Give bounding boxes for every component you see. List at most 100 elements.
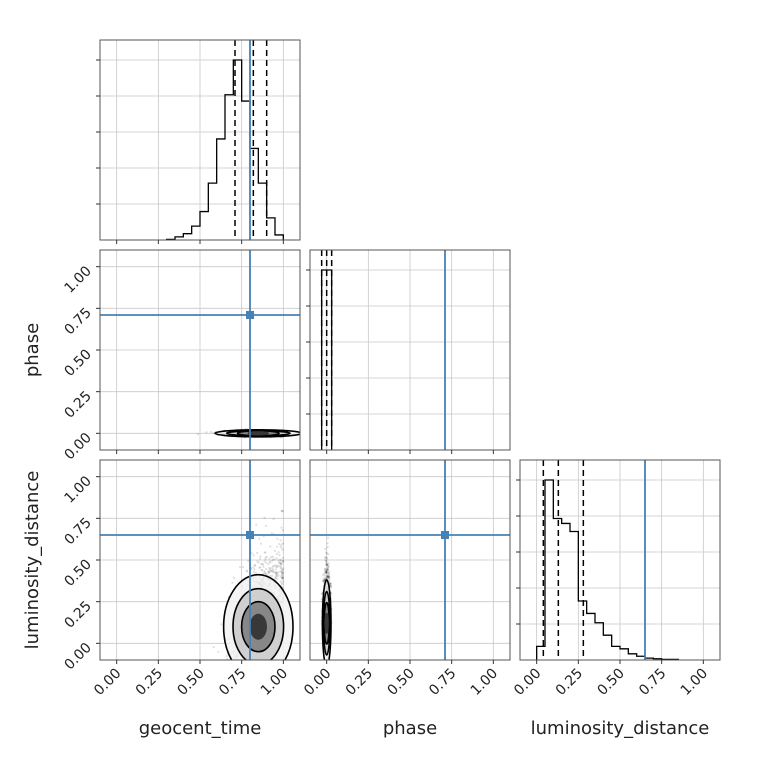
sample-point (196, 433, 200, 436)
sample-point (271, 568, 275, 571)
sample-point (282, 559, 285, 563)
sample-point (281, 568, 285, 571)
sample-point (212, 646, 215, 649)
sample-point (234, 661, 236, 663)
sample-point (326, 568, 329, 572)
sample-point (280, 509, 283, 512)
sample-point (264, 572, 267, 575)
truth-marker (246, 531, 254, 539)
sample-point (322, 580, 325, 583)
sample-point (275, 566, 278, 569)
sample-point (326, 563, 329, 567)
sample-point (278, 565, 281, 568)
sample-point (229, 665, 231, 667)
sample-point (328, 575, 331, 578)
sample-point (267, 569, 270, 572)
x-tick-label: 0.00 (91, 666, 124, 699)
sample-point (269, 561, 272, 564)
sample-point (281, 573, 284, 576)
x-tick-label: 0.50 (594, 666, 627, 699)
sample-point (281, 572, 284, 575)
sample-point (326, 575, 329, 578)
sample-point (324, 571, 327, 574)
sample-point (281, 570, 284, 573)
sample-point (268, 571, 271, 574)
sample-point (322, 580, 325, 583)
histogram-step (166, 59, 284, 240)
sample-point (276, 574, 279, 577)
sample-point (252, 554, 255, 557)
sample-point (328, 579, 331, 583)
y-tick-label: 0.50 (61, 347, 94, 380)
sample-point (279, 561, 282, 565)
sample-point (241, 566, 244, 569)
sample-point (326, 565, 329, 569)
sample-point (281, 529, 284, 532)
sample-point (323, 568, 327, 571)
sample-point (326, 576, 329, 579)
sample-point (265, 561, 268, 564)
sample-point (330, 582, 333, 585)
sample-point (323, 577, 327, 580)
sample-point (253, 563, 256, 567)
sample-point (324, 547, 327, 551)
sample-point (274, 575, 277, 578)
x-axis-label-phase: phase (383, 718, 437, 739)
sample-point (325, 569, 328, 572)
sample-point (282, 571, 285, 575)
sample-point (265, 555, 268, 558)
y-tick-labels: 0.00 0.25 0.50 0.75 1.00 0.00 0.25 0.50 0.75 1.00 (61, 263, 94, 673)
sample-point (324, 570, 327, 573)
sample-point (279, 565, 282, 568)
histogram-phase (306, 249, 511, 454)
sample-point (276, 564, 279, 567)
density-contour (324, 612, 330, 635)
sample-point (275, 576, 278, 580)
sample-point (270, 555, 273, 559)
sample-point (327, 576, 330, 579)
density-contour (249, 613, 267, 640)
sample-point (274, 568, 277, 571)
sample-point (277, 560, 280, 564)
sample-point (323, 580, 326, 583)
y-axis-label-phase: phase (22, 323, 43, 377)
sample-point (275, 565, 278, 568)
sample-point (266, 573, 269, 576)
sample-point (268, 566, 271, 569)
sample-point (272, 518, 275, 521)
x-tick-label: 0.75 (426, 666, 459, 699)
sample-point (280, 571, 283, 574)
sample-point (275, 557, 278, 560)
sample-point (267, 571, 270, 574)
sample-point (276, 572, 279, 575)
sample-point (277, 551, 280, 554)
sample-point (282, 560, 285, 564)
x-tick-label: 1.00 (258, 666, 291, 699)
sample-point (325, 552, 328, 555)
sample-point (280, 575, 283, 578)
sample-point (325, 570, 328, 573)
sample-point (268, 560, 271, 563)
sample-point (325, 569, 328, 573)
sample-point (217, 650, 220, 653)
y-tick-label: 1.00 (61, 263, 94, 296)
sample-point (327, 576, 330, 580)
sample-point (258, 537, 261, 540)
sample-point (279, 545, 282, 548)
sample-point (280, 574, 283, 577)
sample-point (326, 563, 329, 567)
sample-point (265, 524, 268, 528)
sample-point (326, 574, 329, 577)
sample-point (274, 572, 277, 575)
sample-point (250, 552, 253, 555)
sample-point (230, 661, 232, 663)
sample-point (275, 572, 278, 576)
sample-point (268, 567, 271, 571)
sample-point (325, 570, 328, 574)
sample-point (323, 567, 327, 570)
sample-point (225, 655, 228, 658)
sample-point (271, 559, 274, 562)
sample-point (272, 565, 275, 568)
sample-point (260, 562, 263, 566)
